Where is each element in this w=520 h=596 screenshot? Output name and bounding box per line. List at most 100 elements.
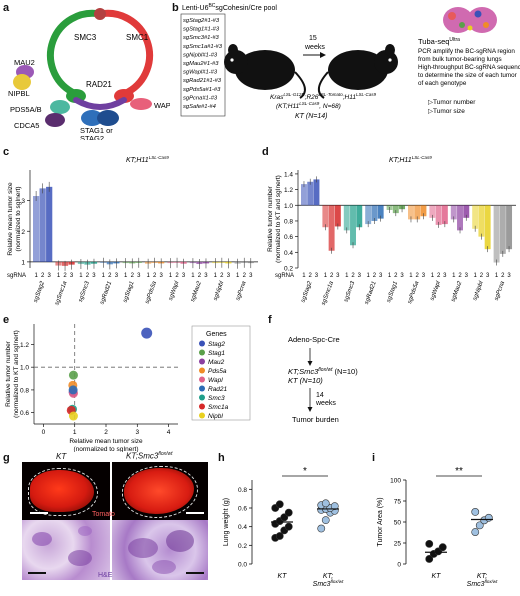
mouse-right	[317, 44, 398, 99]
sgrna-number: 3	[336, 273, 340, 279]
group-label: sgNipbl	[472, 280, 485, 301]
sgrna-number: 2	[63, 273, 67, 279]
bar	[46, 186, 53, 262]
x-tick-label: 4	[167, 429, 171, 436]
legend-label: Stag2	[208, 341, 225, 348]
mau2-label: MAU2	[14, 58, 35, 67]
smc3-tomato-image	[112, 462, 208, 520]
bar	[499, 205, 506, 254]
smc3-label: SMC3	[74, 33, 97, 42]
bar	[463, 205, 470, 218]
sgrna-number: 1	[236, 273, 240, 279]
y-tick-label: 0.6	[20, 410, 29, 417]
y-tick-label: 0.6	[284, 234, 293, 241]
sgrna-number: 2	[131, 273, 135, 279]
description-line: of each genotype	[418, 80, 467, 87]
wapl-label: WAPL	[154, 101, 170, 110]
bar	[33, 196, 40, 262]
g-smc3-label: KT;Smc3flox/wt	[126, 451, 173, 461]
bar	[429, 205, 436, 218]
description-line: to determine the size of each tumor	[418, 72, 517, 79]
sgrna-number: 3	[443, 273, 447, 279]
guide-item: sgSmc3#1-#3	[183, 35, 220, 41]
data-point	[284, 522, 293, 531]
group-label: sgSmc3	[78, 280, 91, 303]
weeks-number: 15	[309, 35, 317, 42]
sgrna-number: 3	[70, 273, 74, 279]
significance-marker: **	[455, 466, 463, 477]
group-label: sgMau2	[450, 280, 463, 303]
sgrna-number: 1	[34, 273, 38, 279]
panel-i-chart: 0 25 50 75 100 Tumor Area (%) KT KT; Smc3flox/wt…	[377, 466, 498, 588]
g-tomato-label: Tomato	[92, 511, 115, 518]
f-geno-a: KT;Smc3flox/wt (N=10)	[288, 367, 358, 376]
panel-e-chart: 0.6 0.8 1.0 1.2 0 1 2 3 4 Relative mean tumor siz…	[5, 324, 251, 452]
sgrna-number: 3	[422, 273, 426, 279]
sgrna-number: 1	[474, 273, 478, 279]
sgrna-number: 1	[409, 273, 413, 279]
y-tick-label: 0.0	[238, 562, 247, 569]
group-label: KT	[278, 573, 288, 580]
cdca5-shape	[45, 113, 65, 127]
y-tick-label: 0.4	[284, 250, 293, 257]
data-point	[484, 513, 493, 522]
sgrna-number: 2	[394, 273, 398, 279]
sgrna-number: 1	[495, 273, 499, 279]
rad21-link	[73, 97, 127, 110]
smc3-arc	[46, 9, 104, 96]
panel-label-e: e	[3, 314, 10, 326]
group-label: sgSmc1a	[54, 280, 68, 306]
chart-title: KT;H11LSL-Cas9	[126, 155, 169, 164]
bar	[435, 205, 442, 225]
group-label: sgStag2	[300, 280, 313, 303]
sgrna-number: 3	[486, 273, 490, 279]
guide-item: sgPds5a#1-#3	[183, 87, 221, 93]
kt-he-image	[22, 520, 110, 580]
sgrna-number: 2	[416, 273, 420, 279]
y-axis-label: Lung weight (g)	[223, 498, 230, 546]
group-label: sgStag1	[386, 281, 399, 304]
sgrna-number: 3	[400, 273, 404, 279]
data-point	[317, 524, 326, 533]
sgrna-number: 3	[204, 273, 208, 279]
sgrna-number: 3	[507, 273, 511, 279]
sgrna-number: 1	[57, 273, 61, 279]
bar	[506, 205, 513, 250]
bar	[322, 205, 329, 228]
chart-title: KT;H11LSL-Cas9	[389, 155, 432, 164]
f-tumor-burden: Tumor burden	[292, 415, 339, 424]
panel-b-schematic: Lenti-U6BCsgCohesin/Cre pool sgStag2#1-#…	[180, 3, 520, 120]
panel-label-a: a	[3, 2, 10, 14]
g-he-label: H&E	[98, 572, 113, 579]
y-tick-label: 0.2	[284, 266, 293, 273]
f-weeks-word: weeks	[315, 400, 336, 407]
sgrna-number: 1	[324, 273, 328, 279]
group-label: sgPcna	[494, 280, 507, 301]
sgrna-number: 2	[108, 273, 112, 279]
sgrna-number: 3	[48, 273, 52, 279]
group-label: KT; Smc3flox/wt	[467, 573, 498, 588]
y-tick-label: 0	[397, 562, 401, 569]
f-adeno: Adeno-Spc-Cre	[288, 335, 340, 344]
guide-item: sgStag2#1-#3	[183, 18, 220, 24]
y-tick-label: 0.8	[20, 387, 29, 394]
pds5-shape	[50, 100, 70, 114]
sgrna-number: 3	[115, 273, 119, 279]
panel-d-chart: KT;H11LSL-Cas9 0.2 0.4 0.6 0.8 1.0 1.2 1.4Relat…	[267, 155, 516, 306]
stag1-shape	[81, 110, 103, 126]
sgrna-number: 2	[458, 273, 462, 279]
group-label: sgStag2	[33, 280, 46, 303]
data-point	[275, 532, 284, 540]
bar	[457, 205, 463, 231]
guide-item: sgSmc1a#1-#3	[183, 44, 223, 50]
scatter-point	[68, 370, 78, 380]
y-axis-label: Relative tumor number(normalized to KT a…	[5, 330, 20, 418]
sgrna-number: 3	[465, 273, 469, 279]
y-tick-label: 1.0	[284, 203, 293, 210]
data-point	[275, 500, 284, 509]
sgrna-number: 1	[169, 273, 173, 279]
sgrna-number: 2	[198, 273, 202, 279]
cdca5-label: CDCA5	[14, 121, 39, 130]
data-point	[330, 502, 339, 511]
sgrna-number: 3	[315, 273, 319, 279]
